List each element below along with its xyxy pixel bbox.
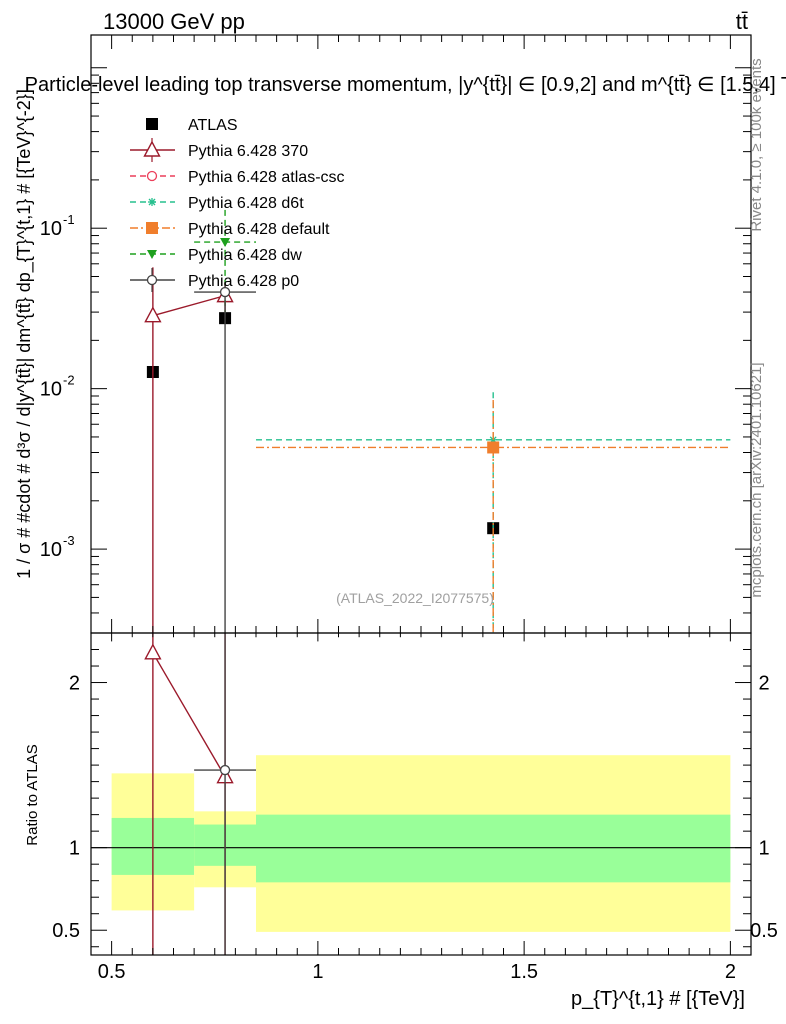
ratio-y-tick-label: 0.5	[52, 920, 80, 942]
ratio-inner-band	[256, 814, 731, 883]
legend-item: Pythia 6.428 atlas-csc	[130, 169, 345, 186]
point-pythia-6-428-dw	[220, 238, 231, 248]
ratio-y-tick-label-right: 1	[758, 838, 769, 860]
y-tick-label-exponent: -3	[63, 533, 75, 548]
legend-marker	[147, 250, 157, 259]
point-pythia-6-428-default	[487, 441, 500, 454]
legend: ATLAS Pythia 6.428 370 Pythia 6.428 atlas-…	[130, 117, 345, 292]
legend-marker	[146, 274, 158, 286]
ratio-point-pythia-6-428-p0	[219, 764, 231, 776]
y-tick-label: 10	[40, 379, 62, 401]
legend-item: Pythia 6.428 dw	[130, 247, 302, 264]
x-tick-label: 1.5	[510, 961, 538, 983]
legend-item: Pythia 6.428 default	[130, 221, 330, 238]
analysis-watermark: (ATLAS_2022_I2077575)	[336, 590, 494, 606]
ratio-y-tick-label-right: 0.5	[750, 920, 778, 942]
x-tick-label: 1	[312, 961, 323, 983]
plot-title: Particle-level leading top transverse mo…	[25, 74, 786, 96]
ratio-y-tick-label-right: 2	[758, 673, 769, 695]
ratio-uncertainty-bands	[111, 755, 731, 932]
y-axis-label: 1 / σ # #cdot # d³σ / d|y^{tt̄}| dm^{tt̄…	[14, 89, 35, 579]
legend-label: Pythia 6.428 p0	[188, 273, 299, 290]
x-tick-label: 0.5	[98, 961, 126, 983]
legend-label: Pythia 6.428 dw	[188, 247, 302, 264]
ratio-y-tick-label: 1	[69, 838, 80, 860]
point-pythia-6-428-p0	[219, 286, 231, 298]
legend-marker	[143, 140, 161, 157]
legend-item: Pythia 6.428 370	[130, 138, 308, 162]
legend-item: Pythia 6.428 d6t	[130, 195, 304, 212]
header-process: tt̄	[736, 9, 748, 34]
legend-marker	[146, 170, 158, 182]
legend-marker	[146, 118, 158, 130]
legend-label: Pythia 6.428 d6t	[188, 195, 304, 212]
rivet-version-label: Rivet 4.1.0, ≥ 100k events	[748, 58, 765, 231]
axes: 0.5 1 1.5 210-310-210 -10.5 0.51 12 2	[40, 35, 778, 983]
header-energy: 13000 GeV pp	[103, 9, 245, 34]
main-plot-marks	[144, 209, 731, 633]
y-tick-label-exponent: -2	[63, 373, 75, 388]
point-pythia-6-428-370	[144, 306, 162, 323]
series-line-pythia-6-428-370	[152, 294, 226, 317]
legend-marker	[146, 222, 158, 234]
y-tick-label-exponent: -1	[63, 212, 75, 227]
legend-marker	[148, 198, 156, 206]
star-stroke	[148, 198, 156, 206]
mcplots-label: mcplots.cern.ch [arXiv:2401.10621]	[748, 362, 765, 597]
ratio-plot-marks	[91, 633, 751, 955]
ratio-y-tick-label: 2	[69, 673, 80, 695]
y-tick-label: 10	[40, 539, 62, 561]
legend-item: Pythia 6.428 p0	[130, 268, 299, 292]
x-tick-label: 2	[725, 961, 736, 983]
legend-label: Pythia 6.428 default	[188, 221, 330, 238]
legend-item: ATLAS	[146, 117, 238, 134]
legend-label: Pythia 6.428 370	[188, 143, 308, 160]
ratio-point-pythia-6-428-370	[144, 643, 162, 660]
y-tick-label: 10	[40, 218, 62, 240]
ratio-line-pythia-6-428-370	[152, 652, 226, 778]
x-axis-label: p_{T}^{t,1} # [{TeV}]	[571, 988, 745, 1010]
ratio-y-axis-label: Ratio to ATLAS	[24, 744, 41, 845]
legend-label: ATLAS	[188, 117, 238, 134]
legend-label: Pythia 6.428 atlas-csc	[188, 169, 345, 186]
